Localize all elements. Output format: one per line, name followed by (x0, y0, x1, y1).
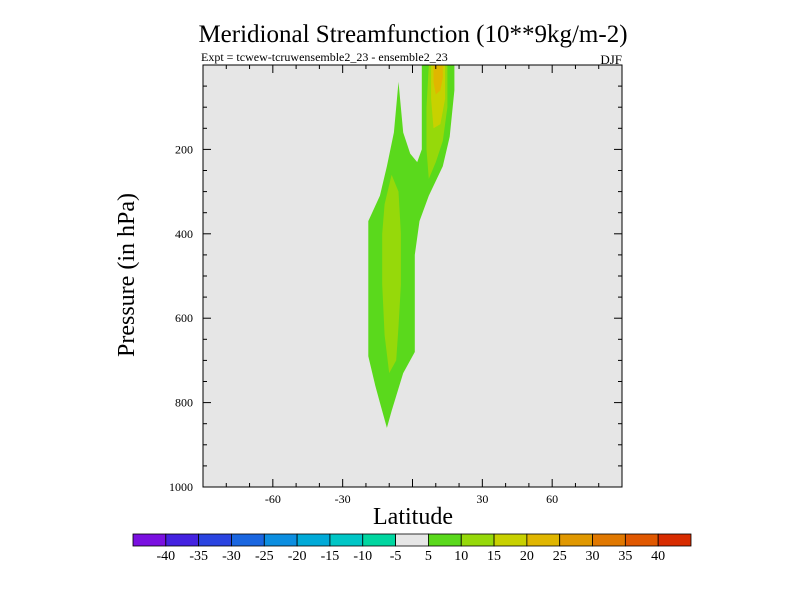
x-tick-label: -60 (265, 492, 281, 506)
colorbar-label: 25 (553, 549, 567, 564)
colorbar-box (395, 533, 429, 547)
contour-region-5 (433, 65, 443, 95)
colorbar-label: -5 (390, 549, 402, 564)
x-tick-label: -30 (335, 492, 351, 506)
y-axis-label: Pressure (in hPa) (114, 193, 140, 357)
colorbar-box (329, 533, 364, 547)
colorbar-label: -25 (255, 549, 274, 564)
y-tick-label: 1000 (169, 480, 193, 494)
colorbar-label: -30 (222, 549, 241, 564)
axes: -60 -30 30 60 200 400 600 800 1000 (169, 64, 623, 506)
y-tick-label: 400 (175, 227, 193, 241)
contour-region-2 (382, 174, 401, 374)
colorbar-box (559, 533, 593, 547)
colorbar-label: 40 (651, 549, 665, 564)
colorbar-box (460, 533, 495, 547)
colorbar-label: 30 (586, 549, 600, 564)
colorbar-box (132, 533, 167, 547)
experiment-subtitle: Expt = tcwew-tcruwensemble2_23 - ensembl… (201, 50, 448, 64)
colorbar-box (198, 533, 232, 547)
chart-title: Meridional Streamfunction (10**9kg/m-2) (198, 21, 627, 48)
colorbar-box (231, 533, 265, 547)
colorbar-box (493, 533, 528, 547)
colorbar-label: 10 (454, 549, 468, 564)
colorbar-box (592, 533, 626, 547)
colorbar-box (362, 533, 396, 547)
x-tick-label: 60 (546, 492, 558, 506)
colorbar-box (624, 533, 659, 547)
colorbar-label: -10 (353, 549, 372, 564)
colorbar-box (428, 533, 462, 547)
plot-area (203, 65, 622, 487)
colorbar: -40 -35 -30 -25 -20 -15 -10 -5 5 10 15 20 25 30 35 40 (132, 533, 692, 564)
x-axis-label: Latitude (373, 504, 453, 530)
x-tick-label: 30 (476, 492, 488, 506)
colorbar-label: 35 (618, 549, 632, 564)
y-tick-label: 200 (175, 142, 193, 156)
colorbar-label: -35 (189, 549, 208, 564)
season-label: DJF (600, 52, 622, 67)
colorbar-box (263, 533, 298, 547)
colorbar-label: -15 (321, 549, 340, 564)
colorbar-label: -40 (156, 549, 175, 564)
colorbar-box (526, 533, 561, 547)
colorbar-label: -20 (288, 549, 307, 564)
y-tick-label: 800 (175, 396, 193, 410)
colorbar-box (165, 533, 200, 547)
colorbar-box (657, 533, 692, 547)
colorbar-box (296, 533, 331, 547)
colorbar-label: 20 (520, 549, 534, 564)
colorbar-label: 5 (425, 549, 432, 564)
colorbar-label: 15 (487, 549, 501, 564)
y-tick-label: 600 (175, 311, 193, 325)
